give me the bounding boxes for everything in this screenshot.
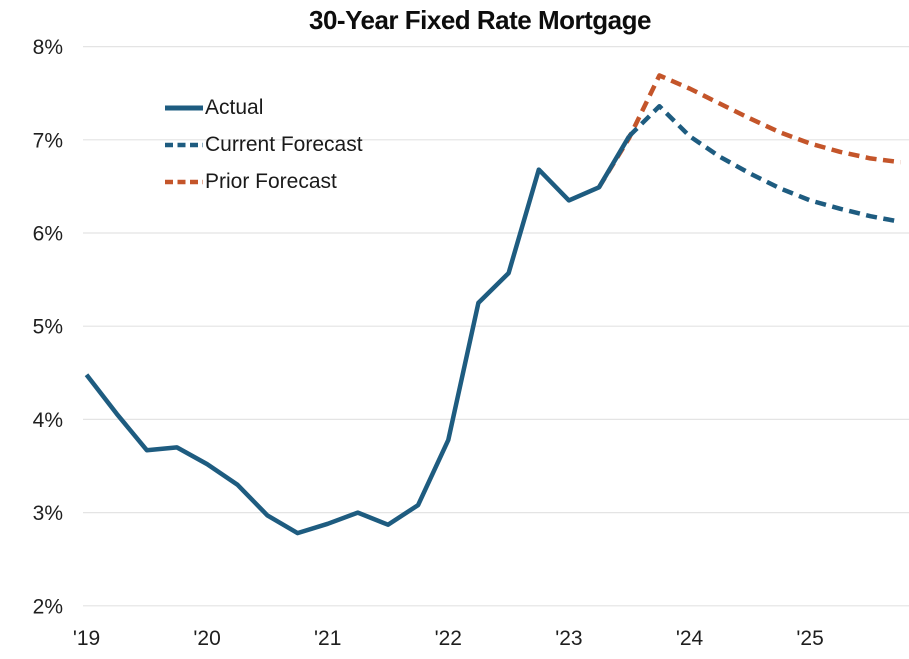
y-axis-tick-label: 3%	[33, 502, 63, 525]
x-axis-tick-label: '24	[676, 627, 704, 650]
actual-solid-line-swatch	[165, 105, 203, 110]
current-forecast-dashed-line-swatch	[165, 142, 203, 147]
legend-item-actual: Actual	[164, 89, 363, 126]
x-axis-tick-label: '20	[193, 627, 220, 650]
x-axis-tick-label: '25	[796, 627, 823, 650]
series-line-current-forecast	[627, 103, 901, 225]
legend-label-actual: Actual	[205, 95, 264, 119]
chart-title: 30-Year Fixed Rate Mortgage	[309, 5, 651, 35]
y-axis-tick-label: 7%	[33, 129, 63, 152]
legend-item-prior-forecast: Prior Forecast	[164, 163, 363, 200]
legend-label-current-forecast: Current Forecast	[205, 132, 363, 156]
x-axis-tick-label: '21	[314, 627, 341, 650]
legend-item-current-forecast: Current Forecast	[164, 126, 363, 163]
chart-legend: Actual Current Forecast Prior Forecast	[164, 89, 363, 200]
prior-forecast-dashed-line-swatch	[165, 179, 203, 184]
legend-label-prior-forecast: Prior Forecast	[205, 169, 337, 193]
y-axis-tick-label: 6%	[33, 223, 63, 246]
y-axis-tick-label: 8%	[33, 36, 63, 59]
x-axis-tick-label: '22	[435, 627, 462, 650]
y-axis-tick-label: 5%	[33, 316, 63, 339]
y-axis-tick-label: 2%	[33, 595, 63, 618]
x-axis-tick-label: '23	[555, 627, 582, 650]
x-axis-tick-label: '19	[73, 627, 100, 650]
y-axis-tick-label: 4%	[33, 409, 63, 432]
series-line-actual	[84, 134, 632, 536]
series-line-prior-forecast	[597, 73, 901, 189]
